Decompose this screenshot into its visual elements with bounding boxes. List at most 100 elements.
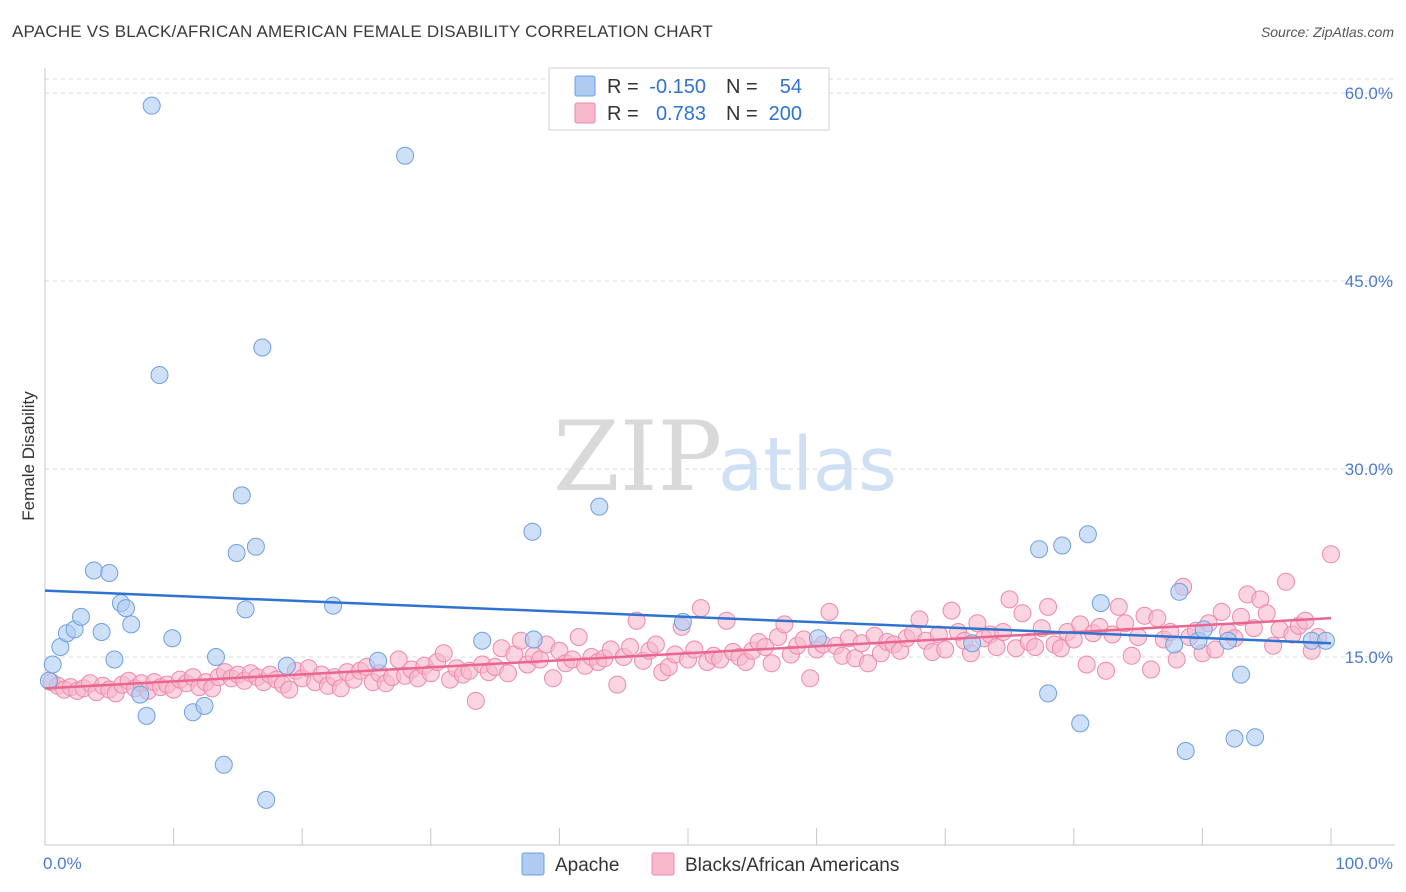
watermark-zip: ZIP <box>553 401 722 513</box>
apache-point-20 <box>207 648 225 666</box>
legend-n-value-black: 200 <box>769 103 802 125</box>
black-point-189 <box>1257 604 1276 623</box>
black-point-155 <box>1039 597 1058 616</box>
black-point-166 <box>1109 597 1128 616</box>
legend-r-label-apache: R = <box>607 76 639 98</box>
watermark: ZIP atlas <box>553 401 897 513</box>
black-point-45 <box>331 679 350 698</box>
black-point-198 <box>1322 545 1340 564</box>
y-axis-label: Female Disability <box>19 391 38 521</box>
chart-title: APACHE VS BLACK/AFRICAN AMERICAN FEMALE … <box>12 22 713 41</box>
apache-point-53 <box>1246 728 1265 747</box>
apache-point-28 <box>277 656 296 675</box>
apache-point-24 <box>236 600 255 619</box>
trend-lines <box>44 589 1332 690</box>
black-point-94 <box>646 635 665 654</box>
apache-point-46 <box>1170 582 1189 601</box>
x-tick-label-max: 100.0% <box>1335 854 1393 873</box>
apache-point-7 <box>92 623 111 641</box>
black-point-61 <box>434 644 453 663</box>
black-point-78 <box>544 669 562 688</box>
apache-point-5 <box>72 607 90 626</box>
black-point-88 <box>608 675 627 694</box>
black-point-151 <box>1013 604 1032 623</box>
apache-point-31 <box>396 146 415 165</box>
apache-point-41 <box>1053 536 1072 555</box>
black-point-182 <box>1212 602 1231 621</box>
black-point-111 <box>756 638 775 656</box>
x-tick-label-min: 0.0% <box>43 854 82 873</box>
legend-swatch-black <box>574 102 596 124</box>
black-point-91 <box>627 611 646 630</box>
stats-legend-box <box>548 67 830 131</box>
legend-r-label-black: R = <box>607 103 639 125</box>
watermark-atlas: atlas <box>718 422 897 508</box>
legend-n-label-apache: N = <box>726 76 758 98</box>
apache-point-1 <box>43 655 62 674</box>
series-legend: Apache Blacks/African Americans <box>521 852 899 876</box>
apache-point-13 <box>131 685 150 704</box>
series-apache <box>39 96 1335 809</box>
black-point-148 <box>994 623 1013 641</box>
black-point-139 <box>936 640 955 659</box>
apache-point-39 <box>1030 540 1049 559</box>
apache-point-8 <box>100 564 119 582</box>
apache-point-47 <box>1176 742 1195 760</box>
y-tick-label-30: 30.0% <box>1345 460 1393 479</box>
black-point-101 <box>691 599 710 618</box>
gridlines <box>45 78 1395 658</box>
black-point-172 <box>1148 609 1167 628</box>
apache-point-40 <box>1039 684 1058 703</box>
black-point-140 <box>942 601 961 620</box>
black-point-90 <box>621 638 640 656</box>
y-tick-labels: 15.0% 30.0% 45.0% 60.0% <box>1345 84 1393 667</box>
apache-point-45 <box>1165 635 1184 654</box>
apache-point-35 <box>590 497 609 516</box>
apache-point-21 <box>214 755 233 774</box>
x-tick-labels: 0.0% 100.0% <box>43 854 1393 873</box>
apache-point-11 <box>117 599 135 618</box>
apache-point-22 <box>227 544 246 562</box>
black-point-167 <box>1116 614 1135 633</box>
apache-point-37 <box>808 629 827 648</box>
apache-point-52 <box>1232 665 1250 684</box>
black-point-71 <box>499 664 517 683</box>
series-legend-swatch-apache <box>521 852 545 876</box>
source-credit: Source: ZipAtlas.com <box>1260 24 1394 40</box>
apache-point-34 <box>524 630 543 649</box>
black-point-37 <box>280 680 299 699</box>
apache-point-26 <box>253 338 272 357</box>
apache-point-29 <box>324 596 343 615</box>
series-legend-label-apache: Apache <box>555 855 619 876</box>
stats-legend: R = -0.150 N = 54 R = 0.783 N = 200 <box>548 67 830 131</box>
black-point-127 <box>859 654 877 673</box>
black-point-153 <box>1026 638 1045 656</box>
apache-point-25 <box>246 537 265 556</box>
apache-point-17 <box>163 629 182 648</box>
black-point-169 <box>1129 628 1148 646</box>
black-point-181 <box>1206 640 1225 659</box>
black-point-100 <box>685 640 704 659</box>
trend-line-apache <box>44 589 1332 645</box>
apache-point-9 <box>105 650 124 669</box>
apache-point-42 <box>1071 714 1090 733</box>
black-point-164 <box>1097 661 1115 680</box>
black-point-187 <box>1244 619 1263 638</box>
legend-swatch-apache <box>574 75 596 97</box>
apache-point-50 <box>1219 631 1238 650</box>
series-legend-swatch-black <box>651 852 675 876</box>
apache-point-15 <box>142 96 161 115</box>
black-point-192 <box>1277 572 1295 591</box>
legend-r-value-black: 0.783 <box>656 103 706 125</box>
apache-point-19 <box>195 696 214 715</box>
apache-point-32 <box>473 631 492 650</box>
black-point-168 <box>1122 646 1141 665</box>
apache-point-51 <box>1225 729 1244 748</box>
legend-r-value-apache: -0.150 <box>649 76 706 98</box>
apache-point-44 <box>1091 594 1110 613</box>
series-legend-label-black: Blacks/African Americans <box>685 855 899 876</box>
y-tick-label-45: 45.0% <box>1345 272 1393 291</box>
black-point-171 <box>1142 660 1160 679</box>
apache-point-16 <box>150 366 169 384</box>
